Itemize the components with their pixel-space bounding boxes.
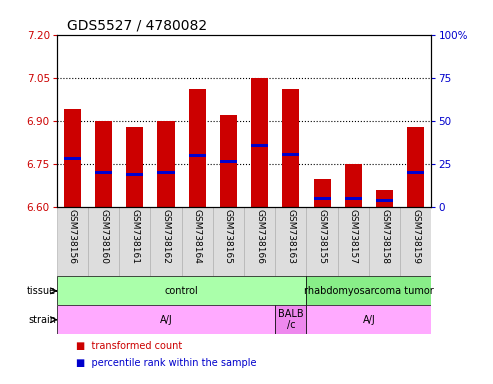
Text: GSM738157: GSM738157 <box>349 209 358 264</box>
Bar <box>275 305 307 334</box>
Bar <box>95 171 112 174</box>
Text: GSM738164: GSM738164 <box>193 209 202 264</box>
Bar <box>407 171 424 174</box>
Bar <box>126 173 143 175</box>
Text: rhabdomyosarcoma tumor: rhabdomyosarcoma tumor <box>304 286 434 296</box>
FancyBboxPatch shape <box>150 207 181 276</box>
Text: GSM738163: GSM738163 <box>286 209 295 264</box>
Bar <box>251 144 268 147</box>
Text: A/J: A/J <box>160 314 173 325</box>
Bar <box>189 89 206 207</box>
FancyBboxPatch shape <box>57 207 88 276</box>
Bar <box>314 179 331 207</box>
Text: GSM738159: GSM738159 <box>411 209 420 264</box>
Bar <box>64 157 81 160</box>
Text: GSM738156: GSM738156 <box>68 209 77 264</box>
Text: GDS5527 / 4780082: GDS5527 / 4780082 <box>67 19 207 33</box>
Text: control: control <box>165 286 199 296</box>
Bar <box>126 127 143 207</box>
Text: strain: strain <box>28 314 56 325</box>
Bar <box>157 121 175 207</box>
Text: GSM738161: GSM738161 <box>130 209 139 264</box>
FancyBboxPatch shape <box>88 207 119 276</box>
Bar <box>251 78 268 207</box>
FancyBboxPatch shape <box>275 207 307 276</box>
FancyBboxPatch shape <box>213 207 244 276</box>
Text: GSM738155: GSM738155 <box>317 209 326 264</box>
Bar <box>345 164 362 207</box>
Text: ■  transformed count: ■ transformed count <box>76 341 183 351</box>
FancyBboxPatch shape <box>400 207 431 276</box>
Text: BALB
/c: BALB /c <box>278 309 304 331</box>
FancyBboxPatch shape <box>307 207 338 276</box>
Bar <box>95 121 112 207</box>
Bar <box>220 160 237 163</box>
Text: A/J: A/J <box>362 314 375 325</box>
FancyBboxPatch shape <box>119 207 150 276</box>
Bar <box>314 197 331 200</box>
FancyBboxPatch shape <box>181 207 213 276</box>
Text: GSM738158: GSM738158 <box>380 209 389 264</box>
Text: GSM738162: GSM738162 <box>162 209 171 264</box>
Bar <box>189 154 206 157</box>
FancyBboxPatch shape <box>369 207 400 276</box>
Bar <box>64 109 81 207</box>
Bar <box>282 152 299 156</box>
Text: GSM738160: GSM738160 <box>99 209 108 264</box>
Bar <box>407 127 424 207</box>
Bar <box>157 171 175 174</box>
Text: tissue: tissue <box>27 286 56 296</box>
Bar <box>220 115 237 207</box>
Bar <box>57 305 275 334</box>
Bar <box>376 190 393 207</box>
Bar <box>57 276 307 305</box>
Text: GSM738166: GSM738166 <box>255 209 264 264</box>
FancyBboxPatch shape <box>338 207 369 276</box>
Bar <box>282 89 299 207</box>
FancyBboxPatch shape <box>244 207 275 276</box>
Bar <box>376 199 393 202</box>
Bar <box>307 305 431 334</box>
Bar <box>307 276 431 305</box>
Text: ■  percentile rank within the sample: ■ percentile rank within the sample <box>76 358 257 369</box>
Text: GSM738165: GSM738165 <box>224 209 233 264</box>
Bar <box>345 197 362 200</box>
